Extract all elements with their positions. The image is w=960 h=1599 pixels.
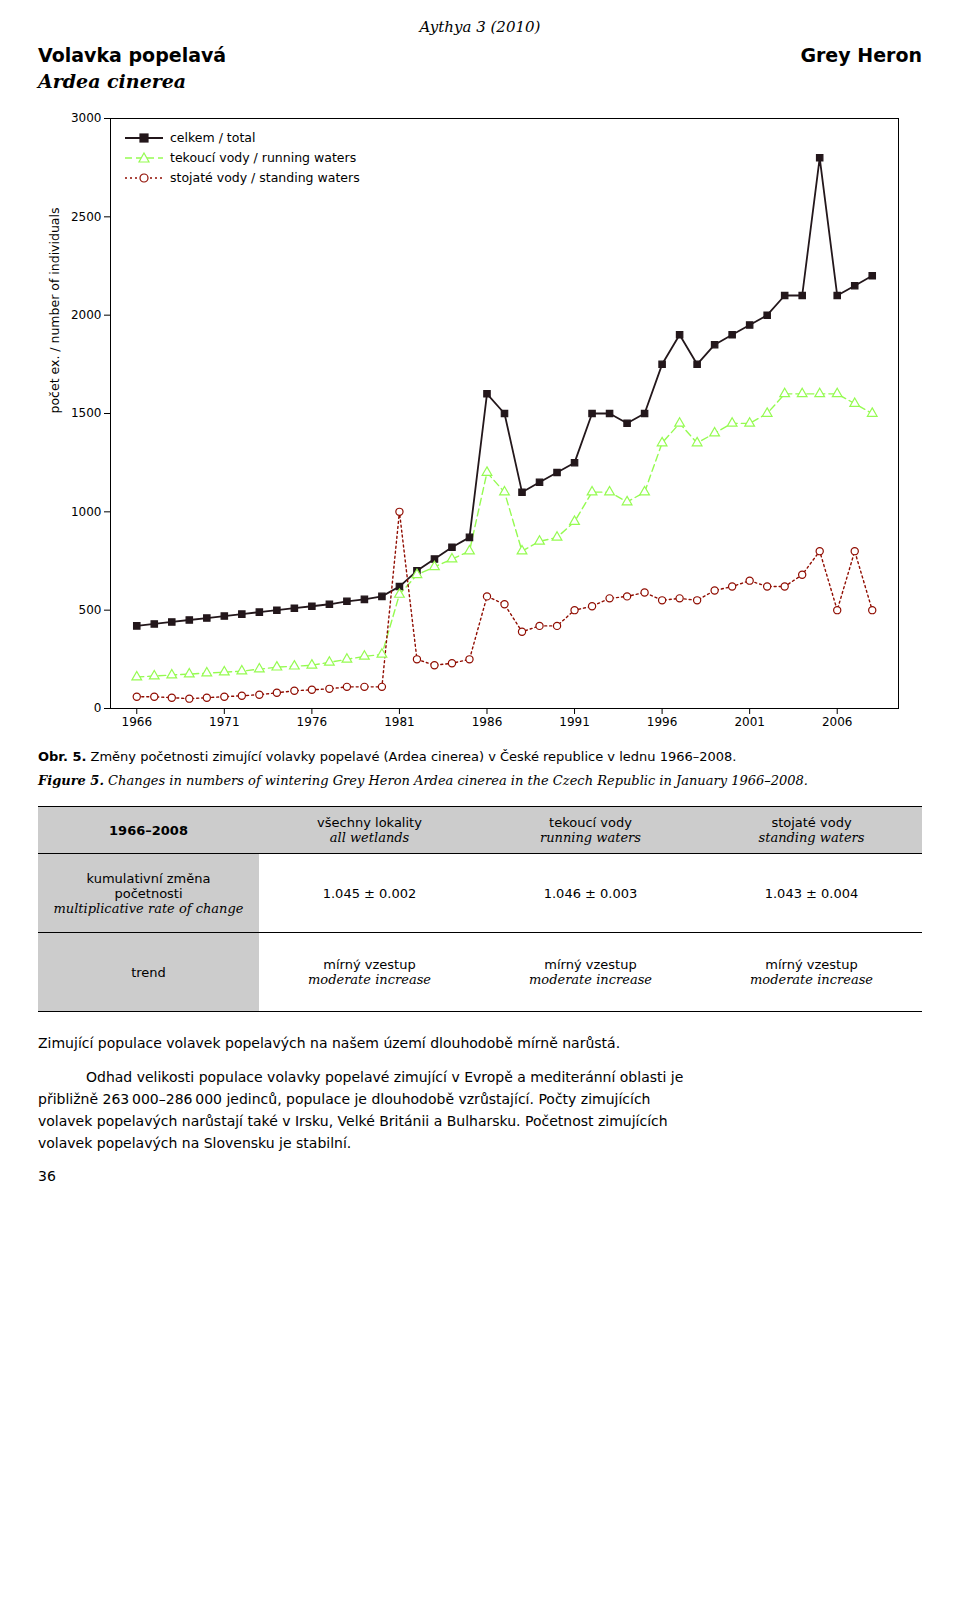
svg-text:1976: 1976 (297, 715, 328, 729)
html-text:početnosti: početnosti (114, 885, 183, 901)
html-text:přibližně 263 000–286 000 jedi: přibližně 263 000–286 000 jedinců, popul… (38, 1091, 651, 1107)
html-text:stojaté vody: stojaté vody (771, 815, 852, 830)
svg-text:2000: 2000 (71, 308, 102, 322)
html-text:moderate increase: moderate increase (308, 972, 431, 987)
html-text:1.045 ± 0.002: 1.045 ± 0.002 (322, 885, 417, 901)
svg-text:1991: 1991 (559, 715, 590, 729)
svg-text:500: 500 (79, 603, 102, 617)
html-text:Obr. 5. Změny početnosti zimuj: Obr. 5. Změny početnosti zimující volavk… (38, 749, 737, 764)
html-text:kumulativní změna: kumulativní změna (86, 870, 211, 886)
svg-text:1986: 1986 (472, 715, 503, 729)
html-text:stojaté vody / standing waters: stojaté vody / standing waters (170, 170, 360, 185)
html-text:tekoucí vody / running waters: tekoucí vody / running waters (170, 150, 357, 165)
svg-text:1000: 1000 (71, 505, 102, 519)
html-text:running waters: running waters (540, 830, 641, 845)
html-text:mírný vzestup: mírný vzestup (765, 957, 858, 972)
html-text:Ardea cinerea: Ardea cinerea (38, 70, 187, 92)
html-text:moderate increase: moderate increase (529, 972, 652, 987)
svg-text:počet ex. / number of individu: počet ex. / number of individuals (47, 208, 62, 414)
svg-text:2001: 2001 (734, 715, 765, 729)
html-text:trend: trend (131, 964, 166, 980)
html-text:moderate increase: moderate increase (750, 972, 873, 987)
svg-text:1500: 1500 (71, 406, 102, 420)
html-text:36: 36 (38, 1168, 56, 1184)
html-text:všechny lokality: všechny lokality (317, 815, 422, 830)
html-text:1.046 ± 0.003: 1.046 ± 0.003 (543, 885, 638, 901)
html-text:Figure 5. Changes in numbers o: Figure 5. Changes in numbers of winterin… (38, 773, 808, 788)
html-text:standing waters: standing waters (758, 830, 865, 845)
html-text:Grey Heron: Grey Heron (800, 44, 922, 66)
html-text:Odhad velikosti populace volav: Odhad velikosti populace volavky popelav… (86, 1069, 684, 1085)
html-text:Volavka popelavá: Volavka popelavá (38, 44, 227, 66)
svg-text:1996: 1996 (647, 715, 678, 729)
svg-text:1981: 1981 (384, 715, 415, 729)
svg-text:0: 0 (94, 701, 102, 715)
html-text:all wetlands: all wetlands (329, 830, 410, 845)
html-text:tekoucí vody: tekoucí vody (549, 815, 632, 830)
html-text:volavek popelavých narůstají t: volavek popelavých narůstají také v Irsk… (38, 1113, 668, 1129)
html-text:Zimující populace volavek pope: Zimující populace volavek popelavých na … (38, 1035, 621, 1051)
html-text:volavek popelavých na Slovensk: volavek popelavých na Slovensku je stabi… (38, 1135, 352, 1151)
html-text:mírný vzestup: mírný vzestup (544, 957, 637, 972)
html-text:1966–2008: 1966–2008 (109, 822, 188, 838)
html-text:Aythya 3 (2010): Aythya 3 (2010) (419, 18, 541, 36)
svg-text:2006: 2006 (822, 715, 853, 729)
html-text:celkem / total: celkem / total (170, 130, 256, 145)
html-text:mírný vzestup: mírný vzestup (323, 957, 416, 972)
html-text:multiplicative rate of change: multiplicative rate of change (53, 900, 244, 916)
svg-text:3000: 3000 (71, 111, 102, 125)
svg-text:2500: 2500 (71, 210, 102, 224)
svg-text:1971: 1971 (209, 715, 240, 729)
svg-text:1966: 1966 (121, 715, 152, 729)
html-text:1.043 ± 0.004: 1.043 ± 0.004 (764, 885, 859, 901)
